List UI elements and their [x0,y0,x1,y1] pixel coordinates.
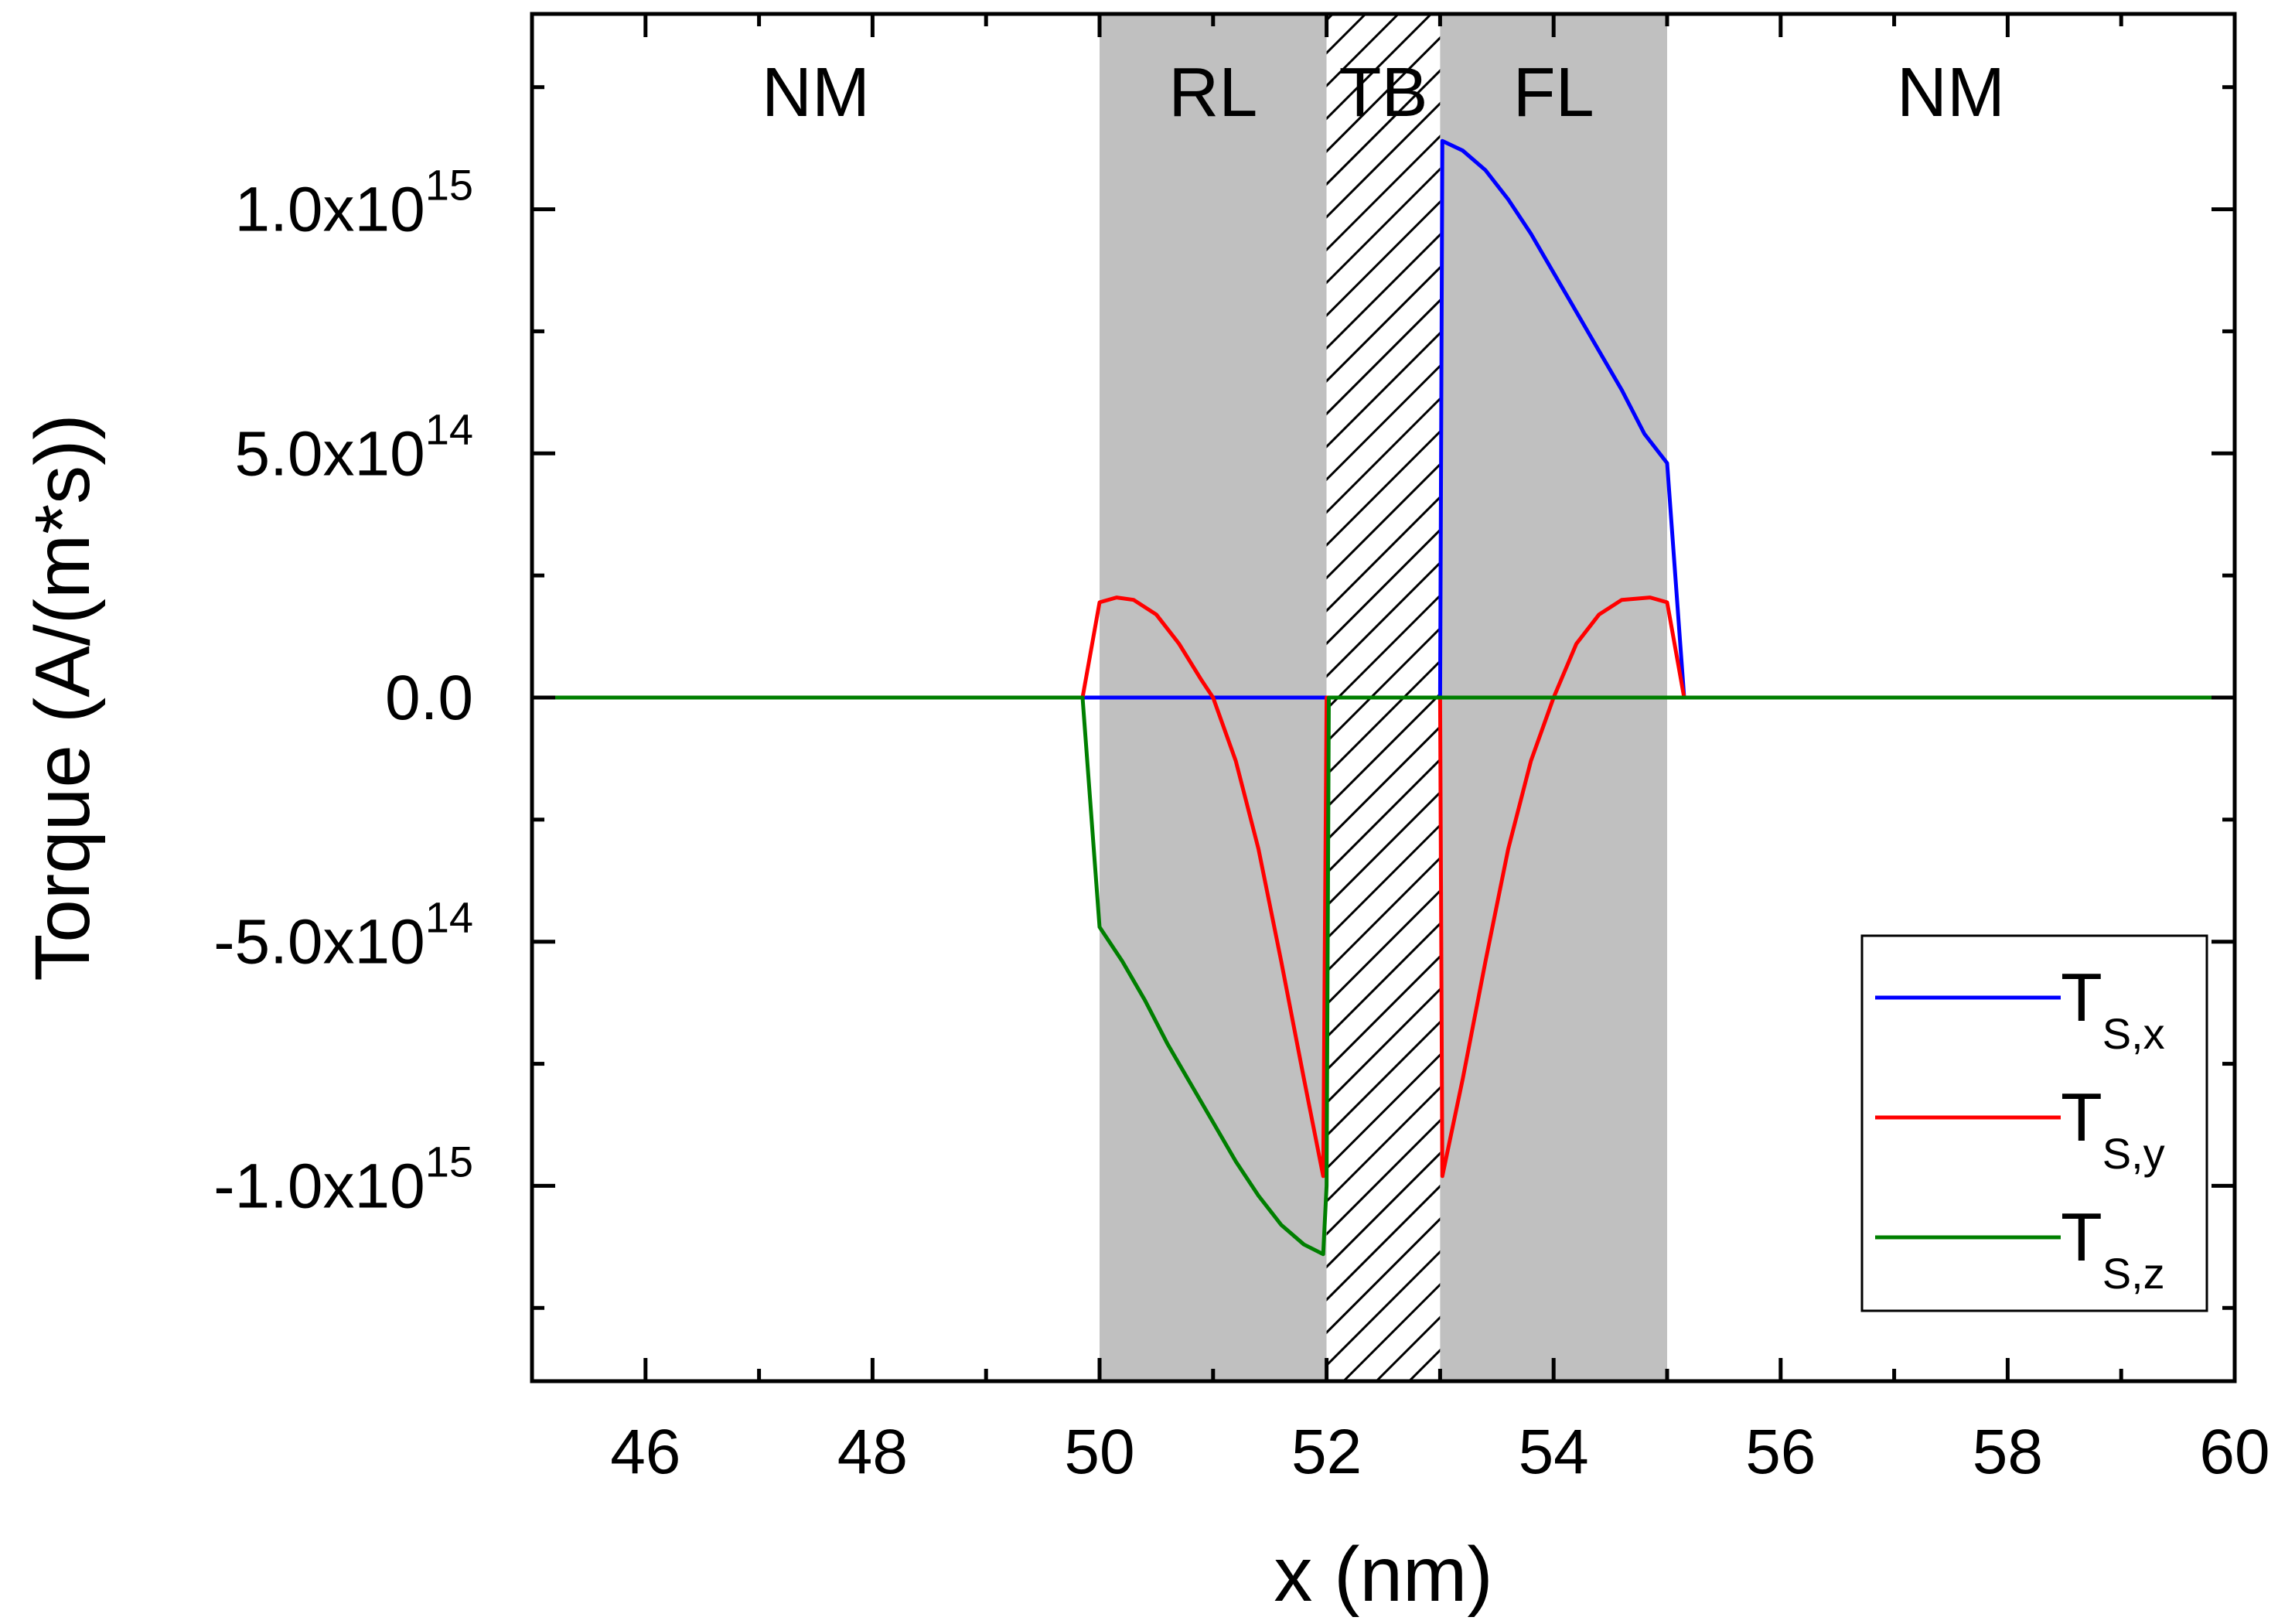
axis-tick-labels: 46 48 50 52 54 56 58 60 1.0x1015 5.0x1014 0.0 -5.0x… [213,161,2269,1487]
region-label-fl-3: FL [1513,54,1594,131]
series-line-s-z [532,695,2235,1257]
legend-label-s-z: TS,z [2061,1199,2165,1298]
x-axis-label: x (nm) [1274,1531,1492,1618]
y-tick-label: -1.0x1015 [213,1137,473,1221]
region-label-tb-2: TB [1338,54,1427,131]
y-tick-label: -5.0x1014 [213,893,473,977]
x-tick-label: 48 [837,1417,908,1487]
axis-ticks [530,14,2237,1381]
region-labels: NM RL TB FL NM [762,54,2005,131]
x-tick-label: 56 [1745,1417,1816,1487]
region-label-rl-1: RL [1168,54,1257,131]
legend: TS,x TS,y TS,z [1860,934,2208,1312]
legend-label-s-y: TS,y [2061,1079,2165,1178]
y-tick-label: 5.0x1014 [235,404,474,489]
region-label-nm-4: NM [1897,54,2005,131]
x-tick-label: 58 [1973,1417,2043,1487]
x-tick-label: 52 [1291,1417,1362,1487]
x-tick-label: 50 [1064,1417,1134,1487]
y-axis-label: Torque (A/(m*s)) [19,414,106,981]
series-line-s-y [532,595,2235,1179]
legend-label-s-x: TS,x [2061,959,2165,1058]
x-tick-label: 54 [1519,1417,1589,1487]
x-tick-label: 46 [610,1417,680,1487]
y-tick-label: 1.0x1015 [235,161,474,245]
region-label-nm-0: NM [762,54,870,131]
series-lines [532,138,2235,1257]
x-tick-label: 60 [2199,1417,2269,1487]
series-line-s-x [532,138,2235,700]
y-tick-label: 0.0 [385,663,473,733]
